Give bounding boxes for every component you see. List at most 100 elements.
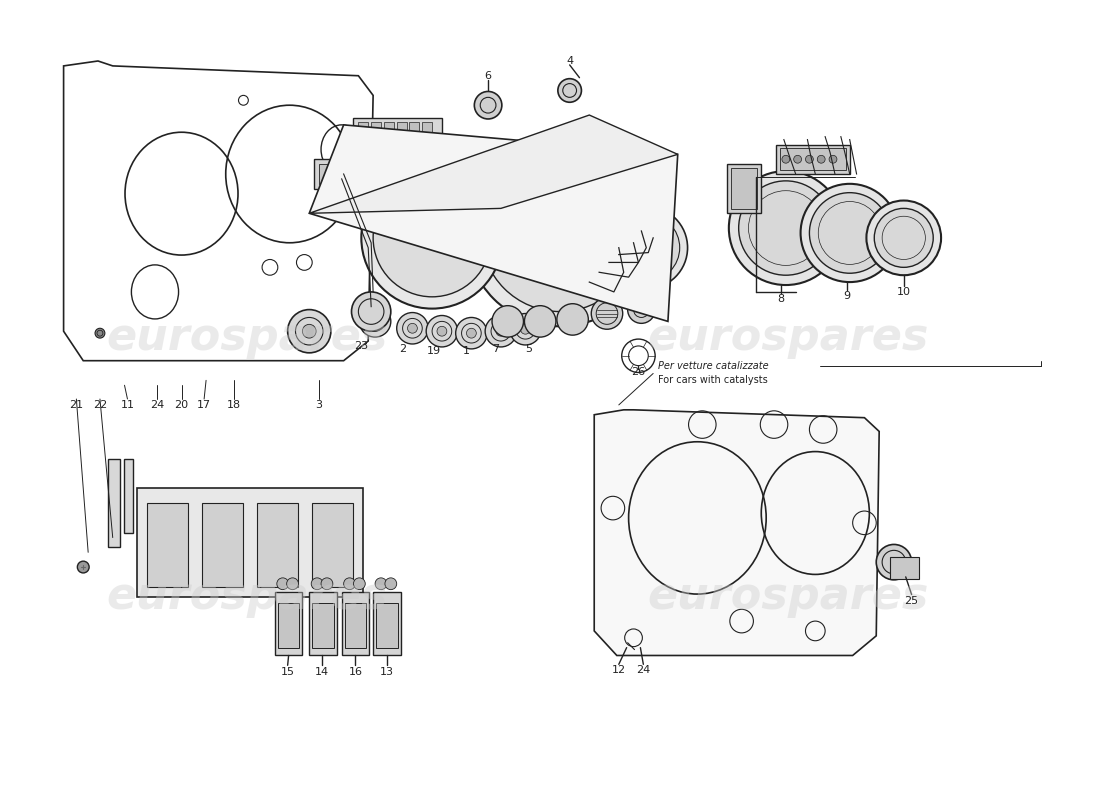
Bar: [312, 603, 333, 648]
Bar: [730, 168, 757, 210]
Circle shape: [794, 155, 802, 163]
Text: 12: 12: [612, 666, 626, 675]
Circle shape: [829, 155, 837, 163]
Text: 8: 8: [778, 294, 784, 304]
Circle shape: [352, 292, 390, 331]
Polygon shape: [309, 125, 678, 322]
Circle shape: [810, 193, 890, 274]
Text: Per vetture catalizzate: Per vetture catalizzate: [658, 361, 769, 370]
Bar: [319, 164, 353, 184]
Text: 1: 1: [463, 346, 470, 356]
Text: 24: 24: [150, 400, 164, 410]
Bar: [344, 603, 366, 648]
Bar: [138, 489, 363, 597]
Text: 7: 7: [493, 344, 499, 354]
Text: 6: 6: [485, 70, 492, 81]
Bar: [278, 603, 299, 648]
Circle shape: [343, 578, 355, 590]
Circle shape: [592, 298, 623, 330]
Bar: [727, 164, 761, 214]
Text: eurospares: eurospares: [647, 316, 928, 358]
Text: 19: 19: [427, 346, 441, 356]
Ellipse shape: [536, 240, 560, 255]
Circle shape: [557, 304, 588, 335]
Text: 22: 22: [92, 400, 107, 410]
Bar: [108, 459, 120, 547]
Text: 21: 21: [69, 400, 84, 410]
Circle shape: [287, 578, 298, 590]
Circle shape: [496, 326, 506, 336]
Bar: [353, 118, 442, 140]
Circle shape: [492, 306, 524, 337]
Bar: [257, 503, 298, 586]
Circle shape: [95, 328, 104, 338]
Text: eurospares: eurospares: [647, 575, 928, 618]
Text: 5: 5: [525, 344, 532, 354]
Bar: [202, 503, 243, 586]
Bar: [312, 503, 353, 586]
Circle shape: [525, 306, 556, 337]
Circle shape: [371, 317, 380, 326]
Text: 23: 23: [354, 341, 368, 351]
Bar: [309, 592, 337, 655]
Circle shape: [485, 315, 517, 347]
Text: 17: 17: [197, 400, 211, 410]
Bar: [780, 149, 846, 170]
Circle shape: [474, 91, 502, 119]
Circle shape: [874, 208, 933, 267]
Text: eurospares: eurospares: [107, 575, 388, 618]
Text: 14: 14: [315, 667, 329, 677]
Polygon shape: [594, 410, 879, 655]
Bar: [373, 592, 400, 655]
Bar: [315, 159, 359, 189]
Circle shape: [801, 184, 899, 282]
Text: 25: 25: [904, 597, 918, 606]
Circle shape: [302, 324, 316, 338]
Circle shape: [729, 171, 843, 285]
Circle shape: [613, 214, 680, 281]
Bar: [776, 145, 849, 174]
Bar: [384, 122, 394, 137]
Circle shape: [867, 201, 942, 275]
Circle shape: [466, 328, 476, 338]
Circle shape: [77, 561, 89, 573]
Bar: [422, 122, 432, 137]
Circle shape: [739, 181, 833, 275]
Bar: [275, 592, 302, 655]
Circle shape: [437, 326, 447, 336]
Circle shape: [287, 310, 331, 353]
Text: For cars with catalysts: For cars with catalysts: [658, 375, 768, 386]
Circle shape: [605, 206, 688, 289]
Circle shape: [385, 578, 397, 590]
Circle shape: [361, 167, 503, 309]
Bar: [409, 122, 419, 137]
Circle shape: [509, 314, 541, 345]
Text: 18: 18: [227, 400, 241, 410]
Text: 16: 16: [349, 667, 362, 677]
Circle shape: [817, 155, 825, 163]
Text: 4: 4: [566, 56, 573, 66]
Circle shape: [805, 155, 813, 163]
Circle shape: [373, 179, 491, 297]
Text: 3: 3: [316, 400, 322, 410]
Text: 10: 10: [896, 287, 911, 297]
Text: 24: 24: [636, 666, 650, 675]
Circle shape: [628, 296, 656, 323]
Circle shape: [558, 78, 582, 102]
Text: eurospares: eurospares: [107, 316, 388, 358]
Polygon shape: [309, 115, 678, 214]
Bar: [890, 558, 920, 579]
Circle shape: [877, 545, 912, 580]
Text: 9: 9: [844, 291, 850, 301]
Text: 11: 11: [121, 400, 134, 410]
Circle shape: [481, 154, 638, 311]
Bar: [147, 503, 188, 586]
Circle shape: [466, 140, 653, 326]
Text: 2: 2: [399, 344, 406, 354]
Circle shape: [520, 324, 530, 334]
Bar: [342, 592, 370, 655]
Bar: [123, 459, 133, 533]
Text: 13: 13: [379, 667, 394, 677]
Circle shape: [397, 313, 428, 344]
Text: 20: 20: [175, 400, 188, 410]
